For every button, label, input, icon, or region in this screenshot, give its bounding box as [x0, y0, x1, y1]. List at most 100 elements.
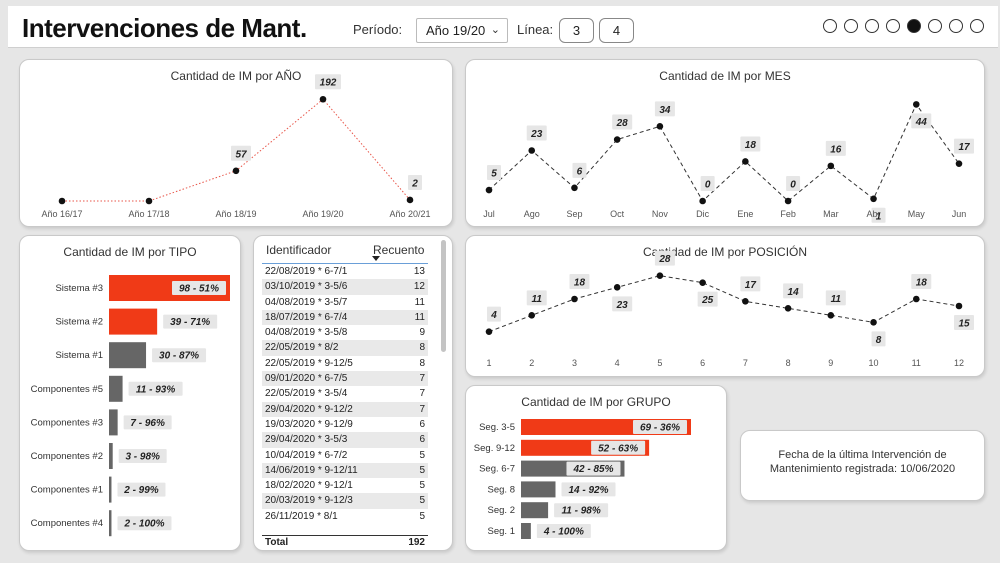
data-label-text: 3 - 98%	[125, 452, 160, 463]
bar	[109, 409, 118, 436]
data-label-bg	[911, 274, 932, 289]
data-label: 23	[612, 296, 633, 312]
chart-tipo: Sistema #3 98 - 51% Sistema #2 39 - 71% Sist…	[31, 275, 230, 537]
cell-recuento: 5	[419, 480, 425, 492]
x-tick-label: Año 16/17	[41, 209, 82, 219]
page-dot-4[interactable]	[886, 19, 900, 33]
data-label-text: 28	[658, 254, 671, 265]
table-row[interactable]: 09/01/2020 * 6-7/5 7	[262, 371, 428, 387]
page-dot-8[interactable]	[970, 19, 984, 33]
x-tick-label: Mar	[823, 209, 839, 219]
data-label: 11	[825, 290, 846, 306]
cell-recuento: 9	[419, 327, 425, 339]
cell-recuento: 8	[419, 342, 425, 354]
data-label: 18	[740, 136, 761, 152]
table-row[interactable]: 04/08/2019 * 3-5/8 9	[262, 325, 428, 340]
data-label-text: 2 - 99%	[123, 485, 159, 496]
data-label-text: 52 - 63%	[598, 443, 638, 454]
page-dot-3[interactable]	[865, 19, 879, 33]
table-scrollbar[interactable]	[441, 240, 446, 352]
data-label-text: 7 - 96%	[130, 418, 165, 429]
column-header-identificador[interactable]: Identificador	[266, 243, 332, 257]
periodo-select[interactable]: Año 19/20 ⌄	[416, 18, 508, 43]
page-dot-7[interactable]	[949, 19, 963, 33]
data-label-bg	[526, 125, 547, 141]
series-line	[488, 103, 960, 202]
data-label: 39 - 71%	[163, 314, 218, 329]
cell-identificador: 29/04/2020 * 3-5/3	[265, 434, 348, 446]
table-row[interactable]: 18/07/2019 * 6-7/4 11	[262, 309, 428, 326]
linea-option-3[interactable]: 3	[559, 18, 594, 43]
data-label-bg	[740, 136, 761, 152]
periodo-value: Año 19/20	[426, 23, 486, 38]
x-tick-label: Año 18/19	[215, 209, 256, 219]
data-point	[485, 328, 493, 335]
total-value: 192	[408, 537, 425, 548]
table-row[interactable]: 22/05/2019 * 9-12/5 8	[262, 356, 428, 371]
x-tick-label: Jun	[952, 209, 967, 219]
table-row[interactable]: 10/04/2019 * 6-7/2 5	[262, 448, 428, 463]
data-point	[699, 197, 706, 205]
x-tick-label: 11	[912, 358, 921, 368]
data-label-bg	[123, 415, 172, 430]
data-label-bg	[783, 283, 804, 299]
page-dot-5[interactable]	[907, 19, 921, 33]
table-row[interactable]: 29/04/2020 * 9-12/2 7	[262, 401, 428, 417]
page-title: Intervenciones de Mant.	[22, 13, 307, 43]
table-row[interactable]: 22/05/2019 * 3-5/4 7	[262, 386, 428, 401]
data-label-bg	[654, 250, 675, 266]
cell-recuento: 8	[419, 357, 425, 369]
table-row[interactable]: 20/03/2019 * 9-12/3 5	[262, 493, 428, 509]
table-row[interactable]: 14/06/2019 * 9-12/11 5	[262, 462, 428, 479]
data-label: 28	[654, 250, 675, 266]
data-label-bg	[231, 145, 251, 161]
linea-option-4[interactable]: 4	[599, 18, 634, 43]
category-label: Componentes #5	[31, 384, 103, 395]
table-row[interactable]: 29/04/2020 * 3-5/3 6	[262, 432, 428, 448]
last-intervention-line1: Fecha de la última Intervención de	[778, 449, 947, 461]
data-label-bg	[117, 516, 172, 531]
data-label: 18	[911, 274, 932, 289]
cell-recuento: 7	[419, 388, 425, 400]
data-label: 98 - 51%	[172, 281, 226, 295]
page-dot-1[interactable]	[823, 19, 837, 33]
data-label-bg	[825, 140, 846, 156]
category-label: Componentes #3	[31, 417, 103, 428]
data-point	[319, 95, 327, 103]
table-row[interactable]: 03/10/2019 * 3-5/6 12	[262, 279, 428, 295]
x-tick-label: Ene	[737, 209, 753, 219]
data-label-bg	[911, 113, 932, 129]
page-dot-2[interactable]	[844, 19, 858, 33]
data-label: 44	[911, 113, 932, 129]
table-body: 22/08/2019 * 6-7/1 13 03/10/2019 * 3-5/6 12…	[262, 264, 428, 524]
cell-identificador: 29/04/2020 * 9-12/2	[265, 403, 353, 415]
category-label: Seg. 3-5	[479, 422, 515, 433]
table-row[interactable]: 19/03/2020 * 9-12/9 6	[262, 417, 428, 432]
page-dot-6[interactable]	[928, 19, 942, 33]
bar	[109, 342, 147, 369]
table-row[interactable]: 04/08/2019 * 3-5/7 11	[262, 295, 428, 310]
category-label: Seg. 2	[488, 505, 515, 516]
periodo-label: Período:	[353, 22, 403, 37]
sort-desc-icon	[372, 256, 380, 261]
x-tick-label: 7	[743, 358, 748, 368]
data-label: 11	[526, 290, 547, 306]
data-label: 0	[700, 176, 715, 191]
table-row[interactable]: 22/05/2019 * 8/2 8	[262, 340, 428, 356]
column-header-recuento[interactable]: Recuento	[373, 243, 425, 257]
x-tick-label: 5	[657, 358, 662, 368]
table-row[interactable]: 18/02/2020 * 9-12/1 5	[262, 478, 428, 493]
data-label-text: 6	[577, 166, 583, 177]
chart-title: Cantidad de IM por TIPO	[63, 245, 197, 259]
data-label-bg	[871, 331, 886, 347]
category-label: Sistema #2	[55, 317, 103, 328]
cell-identificador: 22/05/2019 * 9-12/5	[265, 357, 353, 369]
cell-identificador: 04/08/2019 * 3-5/8	[265, 327, 348, 339]
data-label-text: 192	[320, 78, 337, 89]
table-row[interactable]: 26/11/2019 * 8/1 5	[262, 509, 428, 524]
cell-identificador: 04/08/2019 * 3-5/7	[265, 296, 348, 308]
table-row[interactable]: 22/08/2019 * 6-7/1 13	[262, 264, 428, 279]
data-label: 52 - 63%	[591, 440, 646, 455]
data-label-bg	[786, 176, 801, 191]
